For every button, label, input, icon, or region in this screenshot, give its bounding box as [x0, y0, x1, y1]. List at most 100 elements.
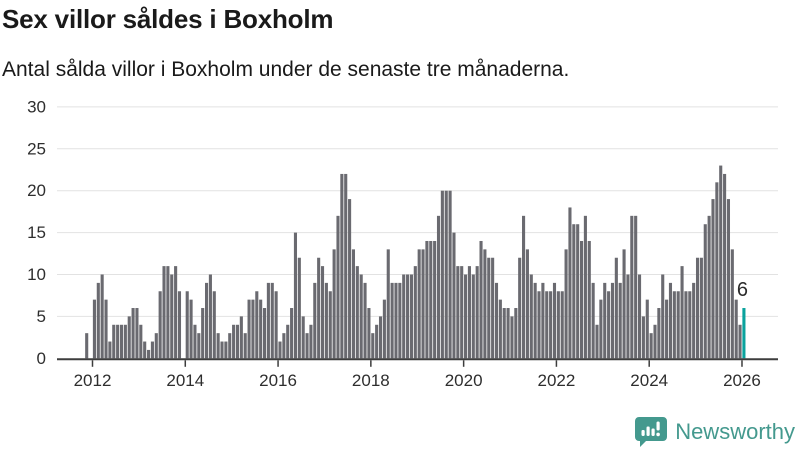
bar: [692, 282, 696, 359]
bar: [348, 199, 352, 359]
bar: [676, 291, 680, 359]
bar: [665, 299, 669, 359]
bar: [498, 299, 502, 359]
bar: [259, 299, 263, 359]
bar: [255, 291, 259, 359]
bar: [564, 249, 568, 359]
x-axis-label: 2012: [74, 371, 112, 390]
bar: [734, 299, 738, 359]
bar: [471, 274, 475, 359]
bar: [738, 324, 742, 359]
bar: [634, 215, 638, 359]
bar: [344, 173, 348, 359]
bar: [394, 282, 398, 359]
bar: [479, 240, 483, 359]
bar: [626, 274, 630, 359]
bar: [541, 282, 545, 359]
bar: [290, 308, 294, 359]
y-axis-label: 10: [27, 265, 46, 284]
bar: [119, 324, 124, 359]
bar: [711, 199, 715, 359]
bar: [328, 291, 332, 359]
bar: [154, 333, 158, 359]
bar: [340, 173, 344, 359]
bar: [518, 257, 522, 359]
bar: [201, 308, 205, 359]
bar: [560, 291, 564, 359]
bar: [703, 224, 707, 359]
bar: [150, 341, 154, 359]
bar: [599, 299, 603, 359]
bar: [127, 316, 131, 359]
bar: [695, 257, 700, 359]
bar: [510, 316, 514, 359]
bar: [135, 308, 139, 359]
bar: [92, 299, 96, 359]
bar: [286, 324, 290, 359]
bar: [162, 266, 166, 359]
bar: [116, 324, 120, 359]
bar: [672, 291, 676, 359]
bar: [730, 249, 734, 359]
bar: [378, 316, 383, 359]
bar: [444, 190, 448, 359]
bar: [166, 266, 170, 359]
bar: [433, 240, 437, 359]
bar: [282, 333, 286, 359]
bar: [313, 282, 317, 359]
bar: [278, 341, 282, 359]
bar: [502, 308, 506, 359]
bar: [224, 341, 228, 359]
bar: [85, 333, 89, 359]
bar: [205, 282, 209, 359]
bar: [522, 215, 526, 359]
bar: [112, 324, 116, 359]
bar: [143, 341, 147, 359]
bar: [309, 324, 313, 359]
x-axis-label: 2020: [445, 371, 483, 390]
bar: [216, 333, 220, 359]
bar: [429, 240, 433, 359]
bar: [293, 232, 298, 359]
bar: [645, 299, 649, 359]
bar: [649, 333, 653, 359]
bar: [235, 324, 240, 359]
bar: [108, 341, 112, 359]
bar: [719, 165, 723, 359]
bar: [467, 266, 471, 359]
x-axis-label: 2014: [166, 371, 204, 390]
bar: [100, 274, 104, 359]
bar: [390, 282, 394, 359]
bar-chart: 0 5 10 15 20 25 30 2012 2014 2016 2018 2020 2022 2024…: [27, 97, 778, 390]
bar: [684, 291, 688, 359]
bar: [452, 232, 456, 359]
bar: [587, 240, 591, 359]
bar: [262, 308, 267, 359]
bar: [382, 299, 386, 359]
bar: [351, 249, 355, 359]
bar-value-label: 6: [737, 279, 748, 301]
bar: [177, 291, 182, 359]
bar: [170, 274, 174, 359]
bar: [185, 291, 189, 359]
brand-wordmark: Newsworthy: [675, 419, 795, 444]
x-axis-label: 2018: [352, 371, 390, 390]
bar: [301, 316, 305, 359]
bar: [158, 291, 162, 359]
bar: [491, 257, 495, 359]
bar: [332, 249, 336, 359]
bar: [699, 257, 703, 359]
bar: [228, 333, 232, 359]
bar: [375, 324, 379, 359]
bar: [208, 274, 212, 359]
bar: [232, 324, 236, 359]
bar: [274, 291, 278, 359]
bar: [707, 215, 711, 359]
x-axis-label: 2016: [259, 371, 297, 390]
bar: [529, 274, 533, 359]
bar: [147, 349, 151, 359]
bar: [556, 291, 560, 359]
bar: [630, 215, 634, 359]
bar: [131, 308, 135, 359]
bar: [525, 249, 529, 359]
